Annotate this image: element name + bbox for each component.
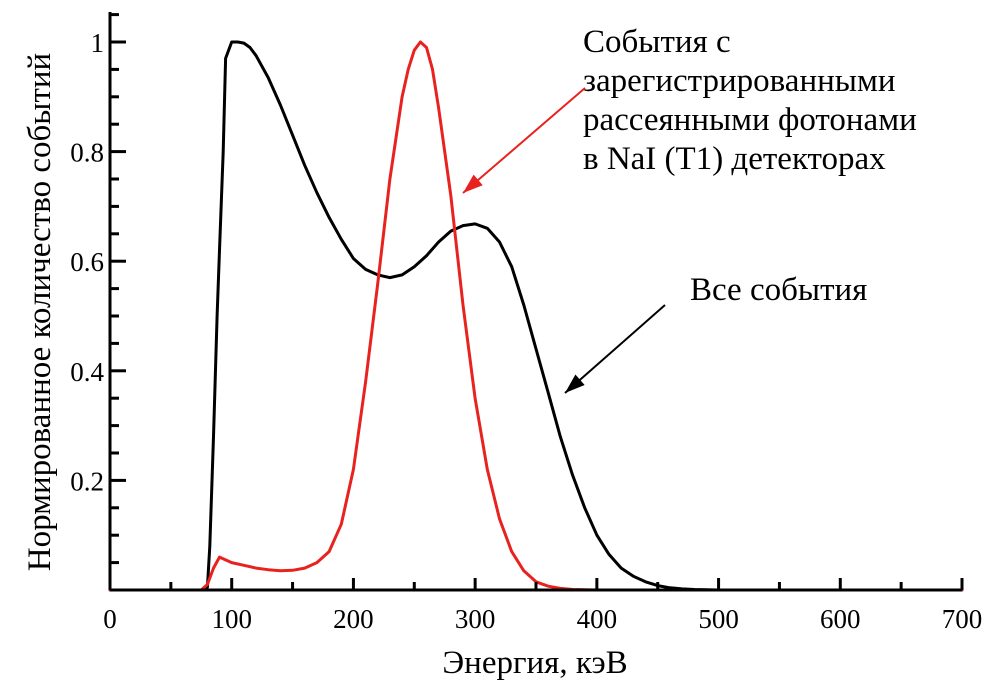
y-axis-title: Нормированное количество событий <box>22 53 58 571</box>
annotation-line: рассеянными фотонами <box>583 102 917 138</box>
annotation-text-1: События с зарегистрированными рассеянными … <box>583 24 917 177</box>
annotation-line: зарегистрированными <box>583 63 896 99</box>
series-group <box>108 40 964 592</box>
x-tick-label: 300 <box>455 604 496 634</box>
x-tick-label: 600 <box>820 604 861 634</box>
y-tick-label: 0.4 <box>70 357 104 387</box>
annotation-arrowhead-1 <box>463 174 483 193</box>
x-tick-label: 0 <box>103 604 117 634</box>
x-tick-label: 400 <box>577 604 618 634</box>
y-tick-label: 0.8 <box>70 138 104 168</box>
y-tick-label: 1 <box>91 28 105 58</box>
annotation-arrow-2 <box>564 304 666 394</box>
annotation-line: в NaI (Т1) детекторах <box>583 141 886 177</box>
annotation-arrowhead-2 <box>565 374 585 393</box>
x-tick-label: 700 <box>942 604 983 634</box>
y-tick-label: 0.6 <box>70 247 104 277</box>
annotation-line: События с <box>583 24 731 60</box>
annotation-arrow-1 <box>462 87 586 194</box>
annotation-text-2: Все события <box>690 272 867 308</box>
x-axis-title: Энергия, кэВ <box>442 645 627 681</box>
x-tick-label: 500 <box>698 604 739 634</box>
annotation-line: Все события <box>690 272 867 308</box>
series-line-2 <box>108 40 964 592</box>
y-tick-label: 0.2 <box>70 466 104 496</box>
annotations-group: События с зарегистрированными рассеянными … <box>462 24 917 394</box>
x-tick-label: 200 <box>333 604 374 634</box>
x-tick-label: 100 <box>211 604 252 634</box>
ticks-group: 0 100 200 300 400 500 600 700 0.2 0.4 0.6 0.8 1 <box>70 13 983 634</box>
series-line-1 <box>108 40 964 592</box>
